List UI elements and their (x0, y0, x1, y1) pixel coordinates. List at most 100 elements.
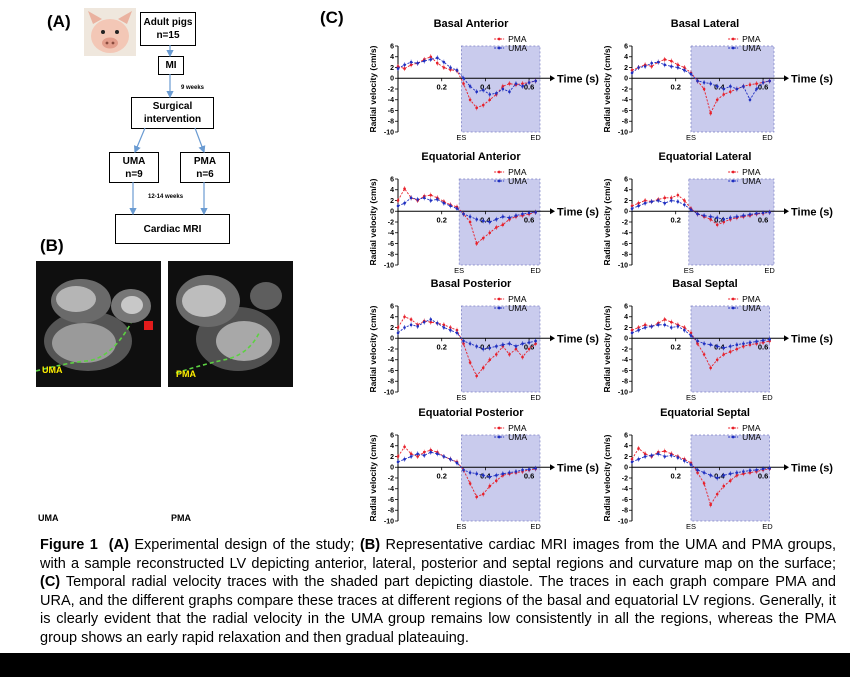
data-point-uma (702, 342, 706, 345)
legend-label: PMA (508, 294, 527, 304)
data-point-uma (396, 204, 400, 208)
data-point-uma (475, 90, 478, 93)
data-point-uma (742, 470, 745, 473)
data-point-pma (637, 447, 640, 450)
y-tick-label: 6 (624, 176, 628, 183)
data-point-uma (416, 61, 419, 65)
data-point-uma (534, 211, 537, 214)
data-point-uma (403, 326, 406, 329)
y-tick-label: -6 (388, 108, 394, 115)
es-marker-label: ES (686, 393, 696, 402)
data-point-uma (722, 474, 726, 477)
data-point-uma (462, 76, 465, 80)
data-point-uma (534, 467, 537, 470)
es-marker-label: ES (684, 266, 694, 275)
y-axis-label: Radial velocity (cm/s) (602, 45, 612, 132)
data-point-uma (696, 468, 699, 472)
chart-title: Equatorial Anterior (421, 151, 521, 163)
data-point-uma (521, 342, 524, 345)
data-point-pma (429, 320, 433, 324)
x-axis-label: Time (s) (557, 73, 599, 85)
data-point-pma (495, 353, 498, 356)
data-point-pma (643, 323, 647, 327)
pma-line1: PMA (193, 155, 217, 167)
x-axis-label: Time (s) (557, 206, 599, 218)
data-point-pma (715, 223, 719, 226)
pma-group-box: PMA n=6 (180, 152, 230, 183)
x-tick-label: 0.6 (524, 215, 534, 224)
data-point-uma (403, 457, 406, 461)
y-tick-label: -6 (622, 241, 628, 248)
data-point-pma (715, 492, 719, 496)
data-point-pma (409, 63, 413, 67)
data-point-uma (514, 214, 518, 217)
legend-marker (731, 297, 735, 301)
mri-uma-label: UMA (42, 365, 63, 375)
series-line-pma (631, 58, 770, 115)
data-point-uma (455, 331, 459, 335)
data-point-uma (715, 345, 719, 348)
panel-b-label: (B) (40, 236, 64, 255)
data-point-uma (755, 468, 758, 472)
data-point-pma (488, 358, 492, 362)
y-tick-label: 6 (624, 432, 628, 439)
data-point-pma (527, 347, 531, 351)
data-point-uma (521, 85, 524, 88)
flow-arrows (129, 45, 208, 216)
x-axis-arrowhead (550, 75, 555, 82)
x-tick-label: 0.6 (524, 82, 534, 91)
data-point-pma (643, 199, 647, 202)
data-point-pma (735, 474, 739, 477)
data-point-uma (396, 460, 400, 464)
data-point-pma (488, 484, 492, 488)
data-point-uma (761, 211, 765, 215)
data-point-uma (761, 81, 765, 84)
data-point-pma (709, 111, 712, 115)
data-point-uma (683, 203, 686, 207)
data-point-pma (683, 66, 686, 69)
y-tick-label: 4 (624, 187, 628, 194)
data-point-pma (508, 353, 511, 356)
legend-marker (731, 170, 735, 174)
data-point-pma (462, 342, 465, 345)
series-line-uma (397, 451, 536, 478)
y-tick-label: 4 (390, 54, 394, 61)
y-tick-label: -4 (622, 230, 628, 237)
data-point-pma (403, 445, 406, 449)
x-tick-label: 0.2 (670, 82, 680, 91)
data-point-pma (481, 236, 485, 240)
data-point-uma (449, 457, 452, 461)
y-tick-label: -2 (388, 346, 394, 353)
data-point-uma (488, 220, 492, 224)
data-point-uma (534, 339, 537, 343)
data-point-pma (663, 58, 667, 61)
data-point-uma (742, 214, 745, 217)
data-point-uma (481, 474, 485, 477)
data-point-pma (722, 93, 726, 96)
data-point-pma (722, 353, 726, 356)
data-point-pma (481, 366, 485, 370)
data-point-uma (429, 318, 433, 321)
data-point-pma (748, 83, 752, 86)
data-point-uma (527, 468, 531, 471)
x-tick-label: 0.4 (480, 471, 491, 480)
data-point-uma (637, 204, 640, 208)
x-axis-label: Time (s) (791, 462, 833, 474)
data-point-uma (722, 346, 726, 350)
data-point-uma (715, 216, 719, 219)
data-point-uma (637, 457, 640, 461)
data-point-uma (481, 219, 485, 223)
data-point-uma (449, 328, 452, 332)
data-point-uma (429, 450, 433, 454)
x-axis-arrowhead (784, 464, 789, 471)
data-point-uma (481, 88, 485, 92)
y-tick-label: -8 (388, 508, 394, 515)
legend-label: UMA (508, 176, 527, 186)
x-axis-label: Time (s) (557, 333, 599, 345)
y-tick-label: -10 (618, 129, 628, 136)
y-tick-label: 2 (390, 65, 394, 72)
data-point-uma (748, 469, 752, 472)
data-point-uma (495, 474, 498, 477)
data-point-uma (702, 471, 706, 474)
x-tick-label: 0.4 (714, 82, 725, 91)
